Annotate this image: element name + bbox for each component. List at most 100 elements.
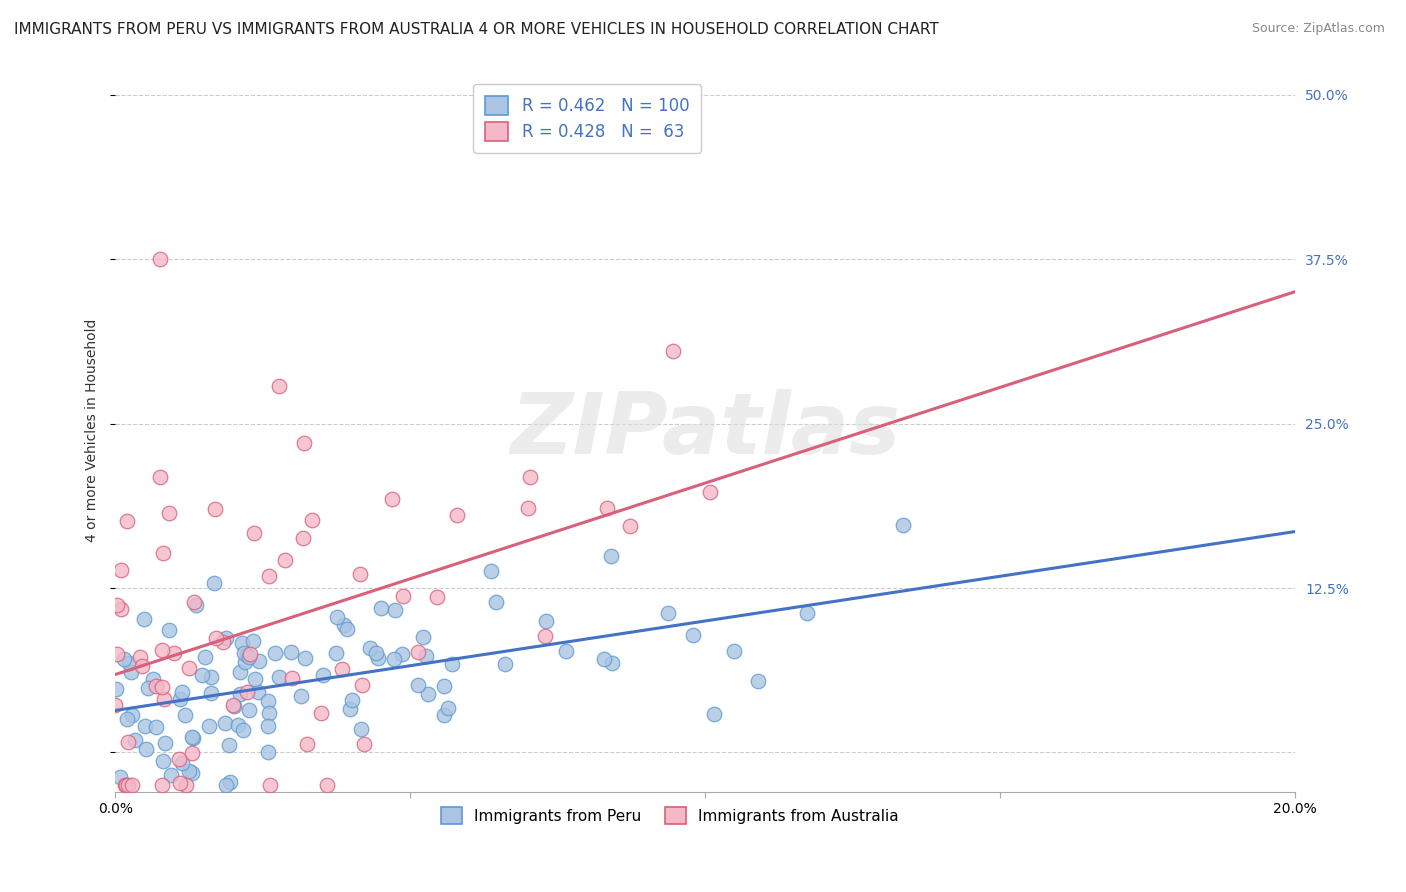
Point	[235, 685, 257, 699]
Point	[224, 698, 246, 713]
Point	[280, 645, 302, 659]
Point	[218, 738, 240, 752]
Point	[367, 651, 389, 665]
Point	[128, 649, 150, 664]
Point	[339, 701, 361, 715]
Point	[136, 681, 159, 695]
Point	[349, 566, 371, 581]
Point	[247, 684, 270, 698]
Point	[534, 629, 557, 643]
Y-axis label: 4 or more Vehicles in Household: 4 or more Vehicles in Household	[86, 318, 100, 542]
Point	[120, 665, 142, 679]
Point	[134, 719, 156, 733]
Point	[382, 652, 405, 666]
Point	[180, 766, 202, 780]
Point	[124, 732, 146, 747]
Point	[191, 668, 214, 682]
Point	[235, 655, 257, 669]
Point	[149, 470, 172, 484]
Point	[150, 643, 173, 657]
Point	[384, 603, 406, 617]
Point	[159, 768, 181, 782]
Point	[264, 646, 287, 660]
Point	[117, 735, 139, 749]
Point	[204, 502, 226, 516]
Point	[426, 590, 449, 604]
Point	[238, 649, 260, 664]
Point	[326, 610, 349, 624]
Point	[440, 657, 463, 672]
Point	[259, 778, 281, 792]
Point	[433, 679, 456, 693]
Point	[381, 492, 404, 507]
Point	[484, 595, 506, 609]
Point	[292, 436, 315, 450]
Point	[891, 518, 914, 533]
Point	[118, 656, 141, 670]
Point	[114, 778, 136, 792]
Point	[194, 649, 217, 664]
Point	[219, 774, 242, 789]
Point	[174, 778, 197, 792]
Point	[232, 646, 254, 660]
Point	[437, 701, 460, 715]
Point	[169, 775, 191, 789]
Point	[110, 563, 132, 577]
Point	[231, 636, 253, 650]
Point	[105, 598, 128, 612]
Text: IMMIGRANTS FROM PERU VS IMMIGRANTS FROM AUSTRALIA 4 OR MORE VEHICLES IN HOUSEHOL: IMMIGRANTS FROM PERU VS IMMIGRANTS FROM …	[14, 22, 939, 37]
Point	[152, 755, 174, 769]
Point	[517, 501, 540, 516]
Point	[243, 525, 266, 540]
Point	[406, 644, 429, 658]
Point	[353, 737, 375, 751]
Legend: Immigrants from Peru, Immigrants from Australia: Immigrants from Peru, Immigrants from Au…	[430, 796, 910, 835]
Point	[599, 549, 621, 563]
Point	[294, 650, 316, 665]
Point	[350, 722, 373, 736]
Point	[257, 694, 280, 708]
Point	[232, 723, 254, 738]
Point	[269, 670, 291, 684]
Point	[174, 707, 197, 722]
Point	[226, 718, 249, 732]
Point	[163, 647, 186, 661]
Point	[172, 756, 194, 771]
Point	[274, 553, 297, 567]
Point	[181, 746, 204, 760]
Point	[229, 687, 252, 701]
Point	[391, 647, 413, 661]
Point	[290, 689, 312, 703]
Point	[359, 641, 381, 656]
Point	[153, 691, 176, 706]
Point	[479, 564, 502, 578]
Point	[330, 662, 353, 676]
Point	[257, 745, 280, 759]
Point	[215, 778, 238, 792]
Point	[177, 661, 200, 675]
Point	[238, 703, 260, 717]
Point	[703, 706, 725, 721]
Point	[186, 598, 208, 612]
Point	[121, 778, 143, 792]
Point	[112, 652, 135, 666]
Point	[152, 546, 174, 560]
Point	[170, 685, 193, 699]
Point	[115, 778, 138, 792]
Point	[364, 646, 387, 660]
Point	[494, 657, 516, 671]
Point	[117, 778, 139, 792]
Text: Source: ZipAtlas.com: Source: ZipAtlas.com	[1251, 22, 1385, 36]
Point	[301, 513, 323, 527]
Point	[104, 681, 127, 696]
Point	[200, 670, 222, 684]
Point	[135, 741, 157, 756]
Point	[242, 633, 264, 648]
Point	[150, 778, 173, 792]
Point	[661, 344, 683, 359]
Point	[131, 658, 153, 673]
Point	[212, 635, 235, 649]
Point	[110, 601, 132, 615]
Point	[236, 648, 259, 663]
Point	[181, 731, 204, 746]
